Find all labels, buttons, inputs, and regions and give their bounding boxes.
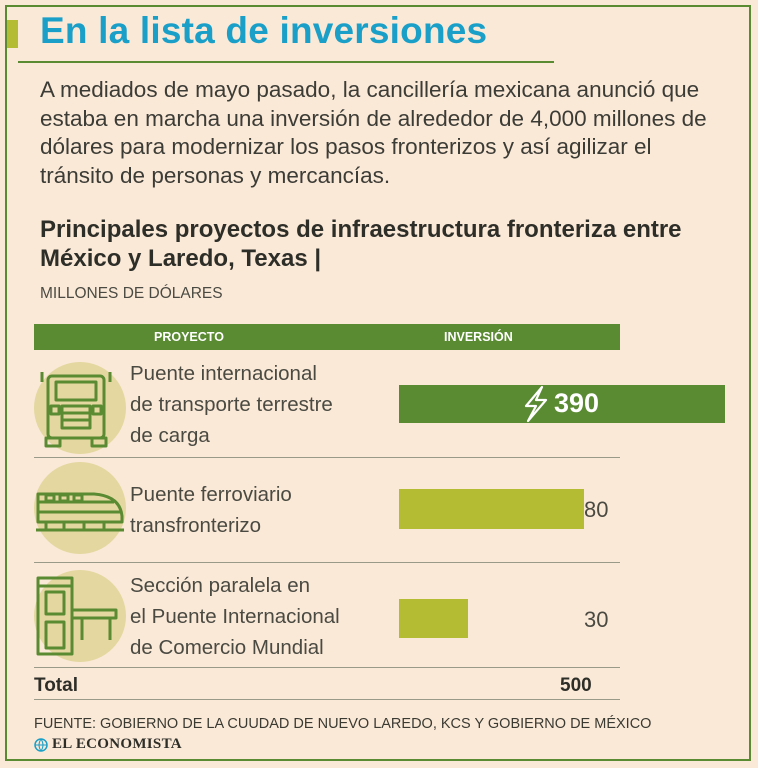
total-value: 500 <box>560 675 592 696</box>
train-icon <box>34 462 126 554</box>
value-label-1: 390 <box>554 388 600 418</box>
lightning-icon <box>524 385 548 423</box>
source-note: FUENTE: GOBIERNO DE LA CUUDAD DE NUEVO L… <box>34 716 652 732</box>
total-label: Total <box>34 675 78 696</box>
bar-puente-carga <box>399 385 725 423</box>
globe-icon <box>34 737 48 752</box>
row-label-3-line-2: el Puente Internacional <box>130 605 340 628</box>
row-label-1-line-2: de transporte terrestre <box>130 393 333 416</box>
row-divider <box>34 562 620 563</box>
brand-logo: EL ECONOMISTA <box>34 736 182 753</box>
table-header: PROYECTO INVERSIÓN <box>34 324 620 350</box>
bar-puente-ferroviario <box>399 489 584 529</box>
row-divider <box>34 699 620 700</box>
brand-name: EL ECONOMISTA <box>52 736 182 752</box>
value-label-2: 80 <box>584 497 609 522</box>
row-label-3: Sección paralela en el Puente Internacio… <box>130 570 340 663</box>
row-divider <box>34 457 620 458</box>
truck-icon <box>34 362 126 454</box>
row-label-2-line-1: Puente ferroviario <box>130 483 292 506</box>
unit-label: MILLONES DE DÓLARES <box>40 285 223 302</box>
row-label-3-line-3: de Comercio Mundial <box>130 636 324 659</box>
column-header-project: PROYECTO <box>154 330 224 344</box>
chart-title: Principales proyectos de infraestructura… <box>40 216 682 272</box>
page-title: En la lista de inversiones <box>40 10 488 51</box>
intro-paragraph: A mediados de mayo pasado, la cancillerí… <box>40 77 707 188</box>
row-divider <box>34 667 620 668</box>
title-underline <box>18 61 554 63</box>
row-label-3-line-1: Sección paralela en <box>130 574 311 597</box>
value-label-3: 30 <box>584 607 609 632</box>
row-label-1-line-3: de carga <box>130 424 210 447</box>
bar-seccion-paralela <box>399 599 468 638</box>
column-header-investment: INVERSIÓN <box>444 330 513 344</box>
row-label-2-line-2: transfronterizo <box>130 514 262 537</box>
infographic-frame <box>5 5 751 761</box>
row-label-1-line-1: Puente internacional <box>130 362 317 385</box>
row-label-1: Puente internacional de transporte terre… <box>130 358 333 451</box>
row-label-2: Puente ferroviario transfronterizo <box>130 479 292 541</box>
title-accent-bar <box>7 20 18 48</box>
border-booth-icon <box>34 570 126 662</box>
